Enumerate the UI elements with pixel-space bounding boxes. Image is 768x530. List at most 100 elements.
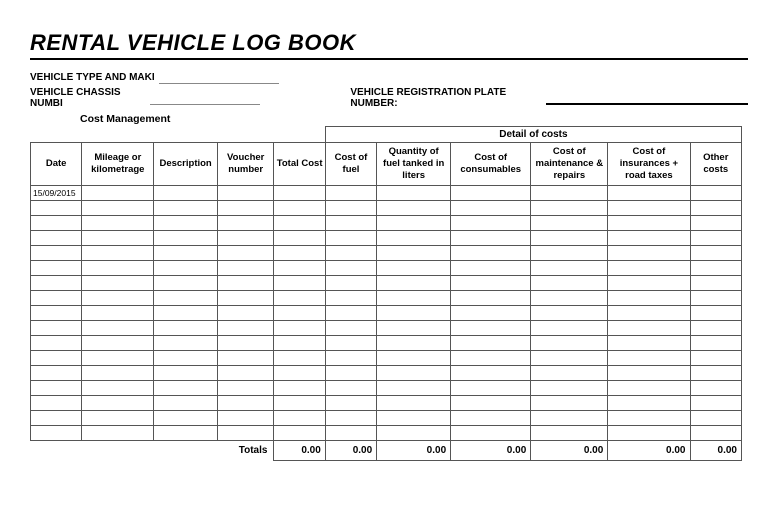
table-cell[interactable] — [690, 185, 742, 200]
table-cell[interactable] — [274, 200, 325, 215]
table-cell[interactable] — [608, 215, 690, 230]
table-cell[interactable] — [325, 260, 376, 275]
table-cell[interactable] — [31, 230, 82, 245]
table-cell[interactable] — [217, 335, 274, 350]
table-cell[interactable] — [274, 290, 325, 305]
table-row[interactable] — [31, 395, 742, 410]
table-cell[interactable] — [690, 245, 742, 260]
table-cell[interactable] — [377, 290, 451, 305]
table-cell[interactable] — [377, 260, 451, 275]
table-cell[interactable] — [274, 425, 325, 440]
table-cell[interactable] — [531, 200, 608, 215]
table-cell[interactable] — [325, 230, 376, 245]
table-cell[interactable] — [608, 395, 690, 410]
table-row[interactable] — [31, 410, 742, 425]
table-cell[interactable] — [608, 305, 690, 320]
table-cell[interactable] — [274, 350, 325, 365]
table-cell[interactable] — [82, 380, 154, 395]
table-cell[interactable] — [31, 275, 82, 290]
table-cell[interactable] — [608, 260, 690, 275]
table-cell[interactable] — [274, 215, 325, 230]
table-cell[interactable] — [274, 380, 325, 395]
table-cell[interactable] — [31, 320, 82, 335]
table-cell[interactable] — [531, 380, 608, 395]
table-cell[interactable] — [154, 395, 218, 410]
table-cell[interactable] — [690, 215, 742, 230]
table-cell[interactable] — [451, 275, 531, 290]
table-cell[interactable] — [531, 335, 608, 350]
table-cell[interactable] — [377, 320, 451, 335]
table-cell[interactable] — [31, 395, 82, 410]
table-cell[interactable] — [82, 410, 154, 425]
table-cell[interactable] — [531, 410, 608, 425]
table-cell[interactable] — [82, 290, 154, 305]
table-cell[interactable] — [325, 425, 376, 440]
table-cell[interactable] — [154, 215, 218, 230]
table-row[interactable] — [31, 245, 742, 260]
table-cell[interactable] — [531, 425, 608, 440]
table-cell[interactable] — [325, 335, 376, 350]
table-cell[interactable] — [154, 185, 218, 200]
table-cell[interactable] — [451, 350, 531, 365]
table-cell[interactable] — [531, 215, 608, 230]
table-cell[interactable] — [82, 305, 154, 320]
table-cell[interactable] — [154, 275, 218, 290]
table-cell[interactable] — [325, 350, 376, 365]
table-cell[interactable] — [217, 380, 274, 395]
table-cell[interactable] — [154, 425, 218, 440]
table-cell[interactable] — [690, 395, 742, 410]
table-cell[interactable] — [154, 365, 218, 380]
table-cell[interactable] — [154, 410, 218, 425]
table-cell[interactable] — [325, 215, 376, 230]
table-cell[interactable] — [325, 410, 376, 425]
table-cell[interactable] — [690, 290, 742, 305]
table-row[interactable] — [31, 335, 742, 350]
table-cell[interactable] — [31, 425, 82, 440]
table-cell[interactable] — [377, 305, 451, 320]
table-cell[interactable] — [274, 365, 325, 380]
table-cell[interactable] — [690, 200, 742, 215]
table-cell[interactable] — [217, 215, 274, 230]
table-row[interactable] — [31, 215, 742, 230]
table-row[interactable] — [31, 275, 742, 290]
table-cell[interactable] — [82, 185, 154, 200]
table-cell[interactable] — [377, 185, 451, 200]
table-cell[interactable] — [325, 275, 376, 290]
table-cell[interactable] — [325, 320, 376, 335]
table-cell[interactable] — [608, 335, 690, 350]
table-row[interactable] — [31, 425, 742, 440]
table-cell[interactable] — [690, 365, 742, 380]
table-cell[interactable] — [608, 380, 690, 395]
table-cell[interactable] — [377, 350, 451, 365]
table-cell[interactable] — [274, 410, 325, 425]
table-cell[interactable] — [217, 185, 274, 200]
table-cell[interactable] — [154, 335, 218, 350]
table-cell[interactable] — [608, 410, 690, 425]
table-cell[interactable] — [274, 245, 325, 260]
table-cell[interactable] — [451, 425, 531, 440]
table-row[interactable] — [31, 365, 742, 380]
table-cell[interactable] — [154, 305, 218, 320]
table-cell[interactable] — [31, 200, 82, 215]
vehicle-chassis-field[interactable] — [150, 91, 260, 105]
table-cell[interactable] — [31, 290, 82, 305]
table-row[interactable] — [31, 380, 742, 395]
vehicle-type-field[interactable] — [159, 70, 279, 84]
table-cell[interactable] — [217, 425, 274, 440]
table-cell[interactable] — [531, 320, 608, 335]
table-cell[interactable] — [451, 305, 531, 320]
table-cell[interactable] — [31, 380, 82, 395]
table-cell[interactable] — [451, 290, 531, 305]
table-cell[interactable] — [690, 425, 742, 440]
table-cell[interactable] — [608, 185, 690, 200]
table-cell[interactable] — [154, 200, 218, 215]
table-cell[interactable] — [82, 230, 154, 245]
table-cell[interactable] — [608, 290, 690, 305]
table-cell[interactable] — [325, 395, 376, 410]
table-cell[interactable] — [217, 365, 274, 380]
table-cell[interactable] — [82, 365, 154, 380]
table-cell[interactable] — [531, 275, 608, 290]
table-cell[interactable] — [690, 410, 742, 425]
table-cell[interactable] — [217, 230, 274, 245]
table-cell[interactable] — [451, 380, 531, 395]
